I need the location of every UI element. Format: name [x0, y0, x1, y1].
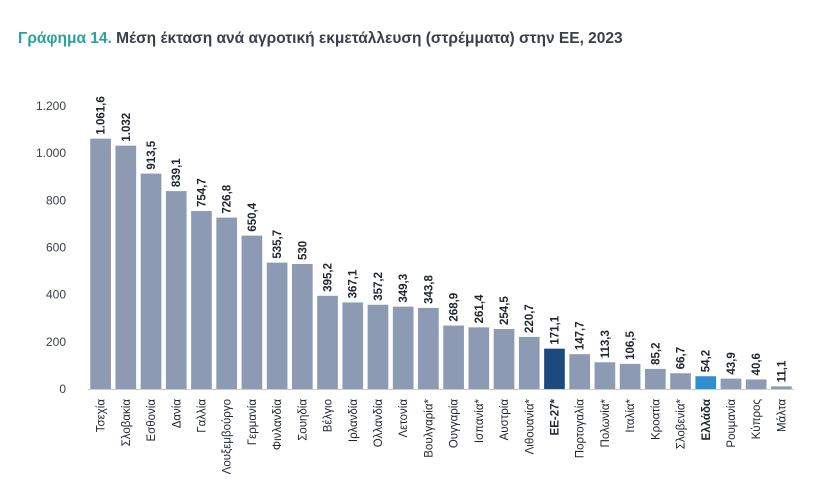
data-label: 85,2 — [650, 343, 662, 365]
x-tick-label: Λετονία — [398, 399, 410, 438]
x-tick-label: Φινλανδία — [272, 399, 284, 450]
chart-title-prefix: Γράφημα 14. — [18, 30, 112, 47]
y-tick-label: 1.000 — [36, 146, 66, 160]
data-label: 113,3 — [600, 330, 612, 358]
data-label: 367,1 — [348, 269, 360, 298]
bar — [493, 328, 515, 389]
x-tick-label: Ολλανδία — [373, 399, 385, 448]
x-tick-label: Αυστρία — [499, 399, 511, 441]
bar — [342, 302, 364, 389]
data-label: 254,5 — [499, 296, 511, 325]
data-label: 535,7 — [272, 230, 284, 259]
bar — [771, 386, 792, 389]
bar — [241, 235, 263, 389]
bar — [670, 373, 691, 389]
bar — [518, 336, 540, 389]
x-tick-label: Ρουμανία — [726, 399, 738, 448]
x-tick-label: Κροατία — [650, 399, 662, 440]
bar — [569, 354, 591, 389]
x-tick-label: Ουγγαρία — [449, 399, 461, 448]
bar — [695, 376, 717, 389]
data-label: 261,4 — [474, 294, 486, 323]
data-label: 839,1 — [171, 158, 183, 187]
data-label: 147,7 — [575, 321, 587, 350]
bar — [367, 304, 389, 389]
bar — [644, 368, 666, 389]
bar — [443, 325, 464, 389]
bar — [115, 145, 137, 389]
bar — [317, 295, 338, 389]
bar — [291, 264, 313, 389]
bar — [266, 262, 288, 389]
data-label: 54,2 — [701, 350, 713, 372]
x-tick-label: Ισπανία* — [474, 398, 486, 443]
data-label: 11,1 — [776, 360, 788, 382]
bar — [216, 217, 238, 389]
x-tick-label: Μάλτα — [776, 399, 788, 432]
x-tick-label: Λιθουανία* — [524, 398, 536, 454]
bar — [140, 173, 162, 389]
x-tick-label: Ελλάδα — [701, 399, 713, 440]
data-label: 268,9 — [449, 293, 461, 322]
data-label: 650,4 — [247, 202, 259, 231]
bar — [191, 211, 212, 389]
x-tick-label: Βουλγαρία* — [423, 398, 435, 457]
data-label: 754,7 — [196, 178, 208, 207]
bar — [544, 348, 565, 389]
bar — [745, 379, 767, 389]
bar — [619, 363, 641, 389]
data-label: 530 — [297, 241, 309, 260]
bar — [468, 327, 490, 389]
bar — [392, 306, 414, 389]
data-label: 40,6 — [751, 353, 763, 375]
data-label: 913,5 — [146, 140, 158, 169]
x-tick-label: Εσθονία — [146, 399, 158, 442]
x-tick-label: Ιρλανδία — [348, 399, 360, 442]
bar — [165, 191, 187, 389]
y-tick-label: 0 — [59, 382, 66, 396]
x-tick-label: Βέλγιο — [323, 399, 335, 432]
bar — [418, 307, 439, 389]
x-tick-label: Σουηδία — [297, 399, 309, 441]
x-tick-label: Γερμανία — [247, 399, 259, 446]
x-tick-label: Σλοβακία — [121, 399, 133, 447]
data-label: 106,5 — [625, 330, 637, 359]
x-tick-label: Δανία — [171, 399, 183, 429]
y-tick-label: 200 — [46, 335, 66, 349]
x-tick-label: Σλοβενία* — [676, 398, 688, 449]
bar — [90, 138, 111, 389]
x-tick-label: Πορτογαλία — [575, 399, 587, 459]
data-label: 343,8 — [423, 275, 435, 304]
data-label: 171,1 — [549, 315, 561, 344]
data-label: 1.061,6 — [96, 96, 108, 134]
data-label: 220,7 — [524, 304, 536, 333]
x-tick-label: Τσεχία — [96, 399, 108, 433]
chart-title-text: Μέση έκταση ανά αγροτική εκμετάλλευση (σ… — [116, 30, 623, 47]
x-tick-label: Γαλλία — [196, 399, 208, 433]
y-tick-label: 800 — [46, 193, 66, 207]
y-tick-label: 1.200 — [36, 99, 66, 113]
data-label: 726,8 — [222, 184, 234, 213]
bar — [594, 362, 616, 389]
x-tick-label: Κύπρος — [751, 399, 763, 440]
x-tick-label: Ιταλία* — [625, 398, 637, 432]
data-label: 1.032 — [121, 113, 133, 142]
bar — [720, 378, 742, 389]
data-label: 66,7 — [676, 347, 688, 369]
x-tick-label: Λουξεμβούργο — [222, 399, 234, 474]
y-tick-label: 600 — [46, 241, 66, 255]
data-label: 395,2 — [323, 263, 335, 292]
data-label: 349,3 — [398, 274, 410, 303]
x-tick-label: ΕΕ-27* — [549, 398, 561, 435]
chart-title: Γράφημα 14. Μέση έκταση ανά αγροτική εκμ… — [18, 30, 623, 48]
data-label: 357,2 — [373, 272, 385, 301]
x-tick-label: Πολωνία* — [600, 398, 612, 447]
data-label: 43,9 — [726, 352, 738, 374]
y-tick-label: 400 — [46, 288, 66, 302]
